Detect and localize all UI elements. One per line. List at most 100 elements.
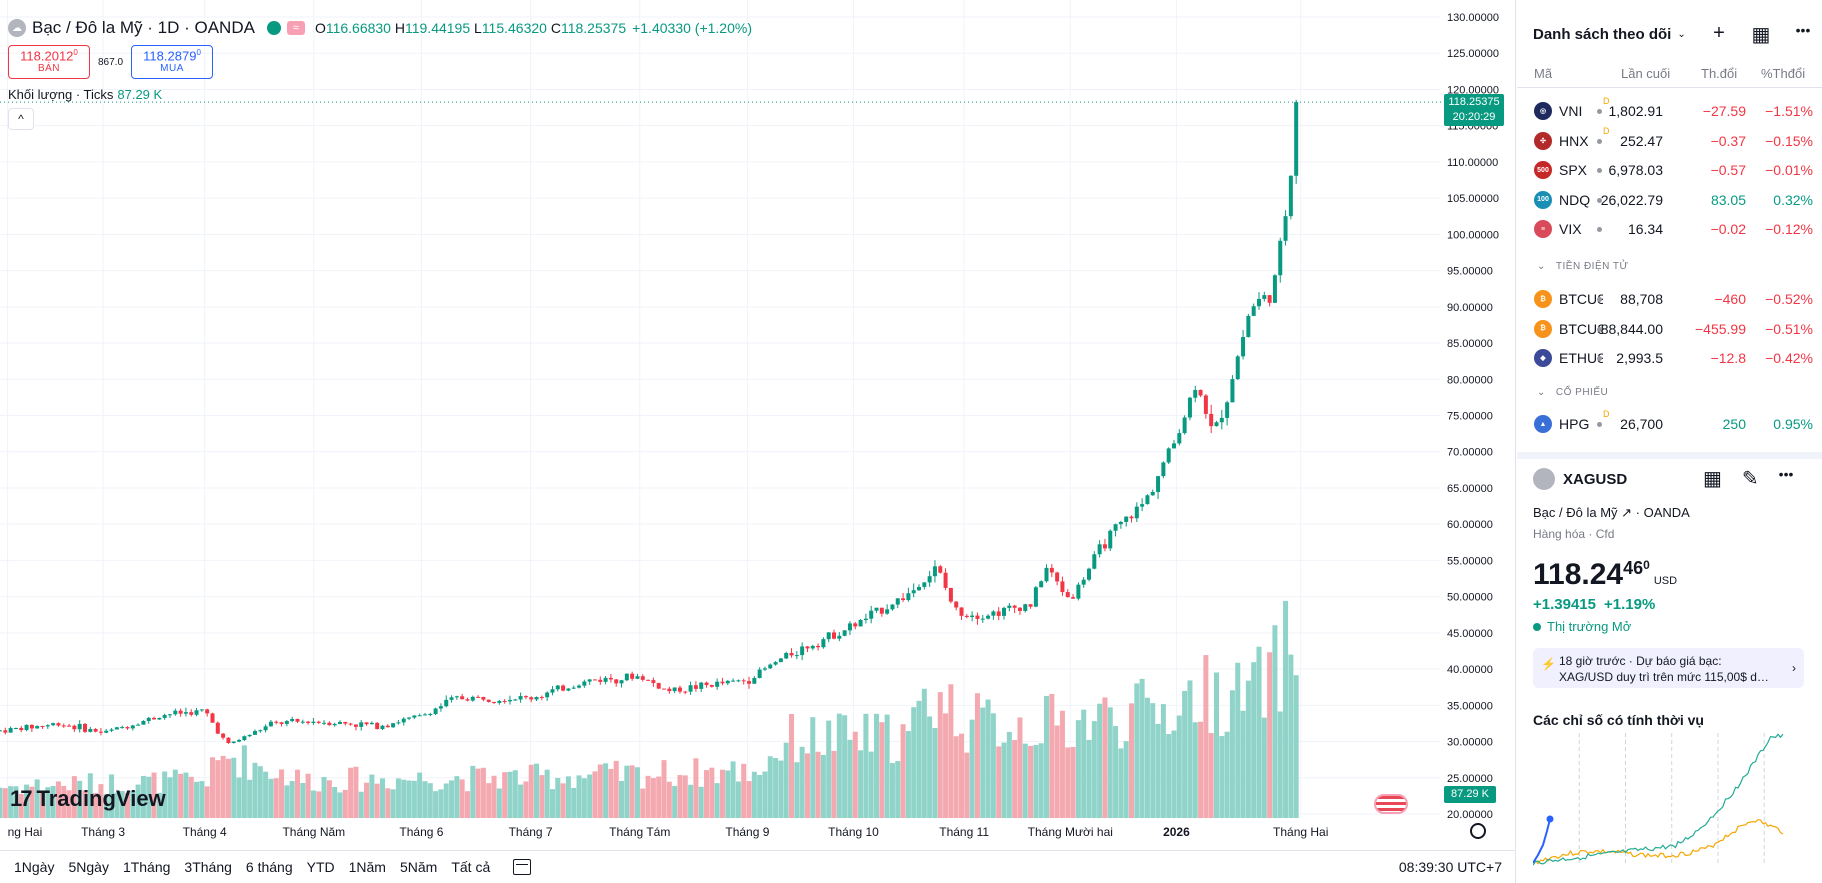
candle-body[interactable]	[407, 717, 412, 719]
candle-body[interactable]	[1055, 572, 1060, 582]
candle-body[interactable]	[1129, 516, 1134, 519]
candle-body[interactable]	[1140, 504, 1145, 507]
candle-body[interactable]	[571, 687, 576, 689]
candle-body[interactable]	[1097, 544, 1102, 555]
candle-body[interactable]	[656, 683, 661, 689]
candle-body[interactable]	[61, 725, 66, 727]
candle-body[interactable]	[72, 725, 77, 730]
candle-body[interactable]	[433, 708, 438, 715]
candle-body[interactable]	[364, 722, 369, 725]
candle-body[interactable]	[0, 730, 2, 732]
candle-body[interactable]	[1171, 443, 1176, 449]
candle-body[interactable]	[529, 697, 534, 700]
candle-body[interactable]	[800, 646, 805, 656]
buy-button[interactable]: 118.28790 MUA	[131, 45, 214, 79]
candle-body[interactable]	[35, 726, 40, 729]
candle-body[interactable]	[954, 601, 959, 608]
candle-body[interactable]	[157, 717, 162, 720]
candle-body[interactable]	[847, 623, 852, 631]
candle-body[interactable]	[152, 717, 157, 720]
candle-body[interactable]	[19, 727, 24, 731]
candle-body[interactable]	[1272, 275, 1277, 303]
candle-body[interactable]	[885, 609, 890, 614]
candle-body[interactable]	[56, 723, 61, 726]
candle-body[interactable]	[598, 679, 603, 682]
section-stocks[interactable]: ⌄ CỔ PHIẾU	[1537, 387, 1609, 398]
candle-body[interactable]	[396, 722, 401, 724]
candle-body[interactable]	[1235, 356, 1240, 380]
candle-body[interactable]	[1118, 521, 1123, 525]
candle-body[interactable]	[3, 730, 8, 733]
seasonal-title[interactable]: Các chỉ số có tính thời vụ	[1533, 712, 1704, 728]
candle-body[interactable]	[263, 726, 268, 731]
symbol-title[interactable]: Bạc / Đô la Mỹ · 1D · OANDA	[32, 18, 255, 37]
col-symbol[interactable]: Mã	[1534, 66, 1553, 81]
candle-body[interactable]	[295, 718, 300, 722]
candle-body[interactable]	[720, 681, 725, 684]
candle-body[interactable]	[82, 723, 87, 732]
candle-body[interactable]	[1002, 607, 1007, 616]
candle-body[interactable]	[757, 669, 762, 679]
candle-body[interactable]	[566, 688, 571, 691]
candle-body[interactable]	[810, 645, 815, 649]
candle-body[interactable]	[794, 655, 799, 657]
candle-body[interactable]	[1134, 506, 1139, 519]
candle-body[interactable]	[1023, 604, 1028, 611]
candle-body[interactable]	[88, 729, 93, 732]
candle-body[interactable]	[1150, 491, 1155, 496]
candle-body[interactable]	[258, 730, 263, 732]
candle-body[interactable]	[662, 688, 667, 690]
collapse-legend-button[interactable]: ^	[8, 108, 34, 130]
candle-body[interactable]	[1203, 395, 1208, 414]
candle-body[interactable]	[561, 685, 566, 691]
candle-body[interactable]	[874, 607, 879, 611]
candle-body[interactable]	[226, 737, 231, 743]
candle-body[interactable]	[1262, 295, 1267, 299]
candle-body[interactable]	[173, 710, 178, 715]
candle-body[interactable]	[986, 615, 991, 619]
candle-body[interactable]	[337, 721, 342, 724]
candle-body[interactable]	[125, 727, 130, 729]
candle-body[interactable]	[104, 730, 109, 733]
watchlist-row[interactable]: ✣ HNX D 252.47 −0.37 −0.15%	[1517, 126, 1822, 155]
section-crypto[interactable]: ⌄ TIỀN ĐIỆN TỬ	[1537, 261, 1629, 272]
candle-body[interactable]	[943, 572, 948, 588]
candle-body[interactable]	[194, 710, 199, 715]
range-button[interactable]: 1Tháng	[122, 859, 171, 875]
candle-body[interactable]	[1065, 592, 1070, 598]
candle-body[interactable]	[428, 714, 433, 716]
col-last[interactable]: Lần cuối	[1621, 66, 1671, 81]
candle-body[interactable]	[210, 713, 215, 723]
news-card[interactable]: ⚡ 18 giờ trước · Dự báo giá bạc: XAG/USD…	[1533, 648, 1804, 688]
layout-icon[interactable]: ▦	[1751, 24, 1771, 46]
range-button[interactable]: 1Ngày	[14, 859, 55, 875]
candle-body[interactable]	[114, 727, 119, 730]
candle-body[interactable]	[1283, 216, 1288, 241]
candle-body[interactable]	[417, 715, 422, 717]
chart-pane[interactable]: 130.00000 125.00000 120.00000 115.00000 110.…	[0, 0, 1516, 883]
candle-body[interactable]	[1108, 530, 1113, 549]
candle-body[interactable]	[555, 685, 560, 690]
range-button[interactable]: Tất cả	[451, 859, 491, 875]
candle-body[interactable]	[130, 725, 135, 729]
candle-body[interactable]	[449, 697, 454, 700]
candle-body[interactable]	[454, 696, 459, 698]
detail-description[interactable]: Bạc / Đô la Mỹ ↗ · OANDA	[1533, 505, 1690, 520]
candle-body[interactable]	[141, 721, 146, 725]
candle-body[interactable]	[215, 722, 220, 734]
candle-body[interactable]	[630, 673, 635, 679]
candle-body[interactable]	[162, 715, 167, 718]
seasonal-chart[interactable]	[1533, 733, 1805, 873]
candle-body[interactable]	[13, 727, 18, 729]
candle-body[interactable]	[869, 610, 874, 619]
candle-body[interactable]	[1187, 397, 1192, 418]
candle-body[interactable]	[1193, 389, 1198, 398]
candle-body[interactable]	[927, 576, 932, 583]
candle-body[interactable]	[300, 721, 305, 723]
candle-body[interactable]	[205, 709, 210, 714]
candle-body[interactable]	[343, 721, 348, 724]
candle-body[interactable]	[895, 598, 900, 605]
candle-body[interactable]	[938, 566, 943, 573]
candle-body[interactable]	[502, 700, 507, 702]
candle-body[interactable]	[1102, 544, 1107, 549]
